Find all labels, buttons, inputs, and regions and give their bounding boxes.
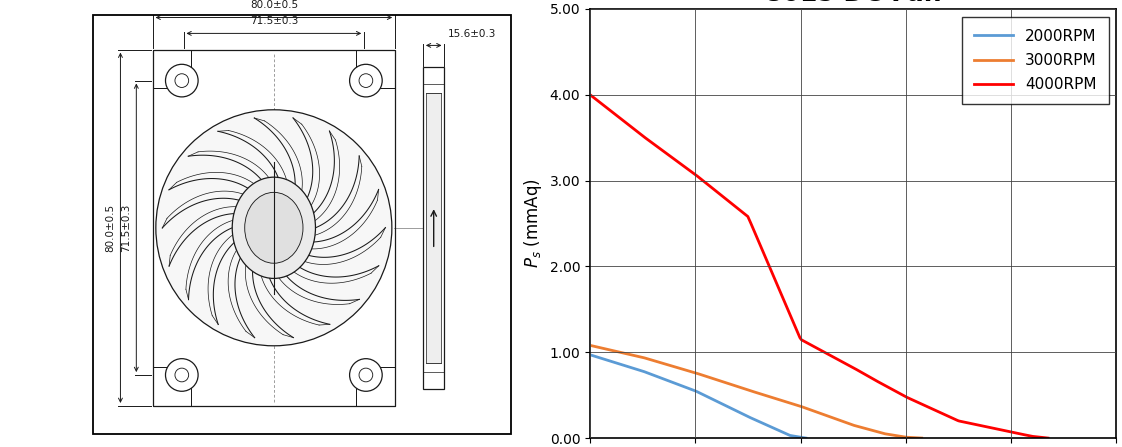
3000RPM: [914, 435, 928, 441]
4000RPM: [999, 428, 1012, 434]
2000RPM: [585, 352, 598, 358]
Bar: [153, 50, 395, 406]
Circle shape: [350, 64, 383, 97]
4000RPM: [856, 371, 870, 376]
3000RPM: [781, 400, 794, 405]
Title: 8015 DC Fan: 8015 DC Fan: [765, 0, 941, 6]
4000RPM: [583, 92, 597, 97]
Circle shape: [175, 368, 188, 382]
3000RPM: [787, 401, 800, 407]
Line: 3000RPM: 3000RPM: [590, 346, 921, 438]
Circle shape: [166, 358, 199, 391]
2000RPM: [716, 401, 729, 407]
Circle shape: [156, 110, 392, 346]
Text: 71.5±0.3: 71.5±0.3: [250, 16, 298, 25]
2000RPM: [799, 435, 812, 441]
2000RPM: [779, 431, 792, 436]
2000RPM: [711, 399, 725, 405]
Ellipse shape: [245, 192, 303, 263]
3000RPM: [583, 343, 597, 348]
Circle shape: [166, 64, 199, 97]
3000RPM: [863, 427, 876, 432]
Bar: [423, 67, 444, 389]
4000RPM: [864, 375, 877, 380]
Ellipse shape: [232, 177, 315, 278]
Text: 80.0±0.5: 80.0±0.5: [250, 0, 298, 10]
Line: 2000RPM: 2000RPM: [590, 355, 806, 438]
Circle shape: [359, 368, 373, 382]
2000RPM: [765, 425, 779, 430]
4000RPM: [1041, 435, 1055, 441]
4000RPM: [585, 93, 598, 99]
3000RPM: [585, 343, 598, 348]
3000RPM: [884, 432, 898, 438]
4000RPM: [855, 370, 868, 375]
Y-axis label: $P_s$ (mmAq): $P_s$ (mmAq): [522, 179, 544, 268]
Legend: 2000RPM, 3000RPM, 4000RPM: 2000RPM, 3000RPM, 4000RPM: [963, 17, 1109, 104]
2000RPM: [583, 352, 597, 358]
Circle shape: [350, 358, 383, 391]
Text: 15.6±0.3: 15.6±0.3: [448, 29, 496, 39]
4000RPM: [969, 422, 983, 427]
Circle shape: [175, 74, 188, 88]
Text: 80.0±0.5: 80.0±0.5: [105, 204, 116, 252]
Bar: [426, 93, 441, 363]
2000RPM: [711, 400, 725, 405]
Circle shape: [359, 74, 373, 88]
3000RPM: [780, 399, 793, 405]
Line: 4000RPM: 4000RPM: [590, 95, 1048, 438]
Text: 71.5±0.3: 71.5±0.3: [121, 203, 131, 252]
